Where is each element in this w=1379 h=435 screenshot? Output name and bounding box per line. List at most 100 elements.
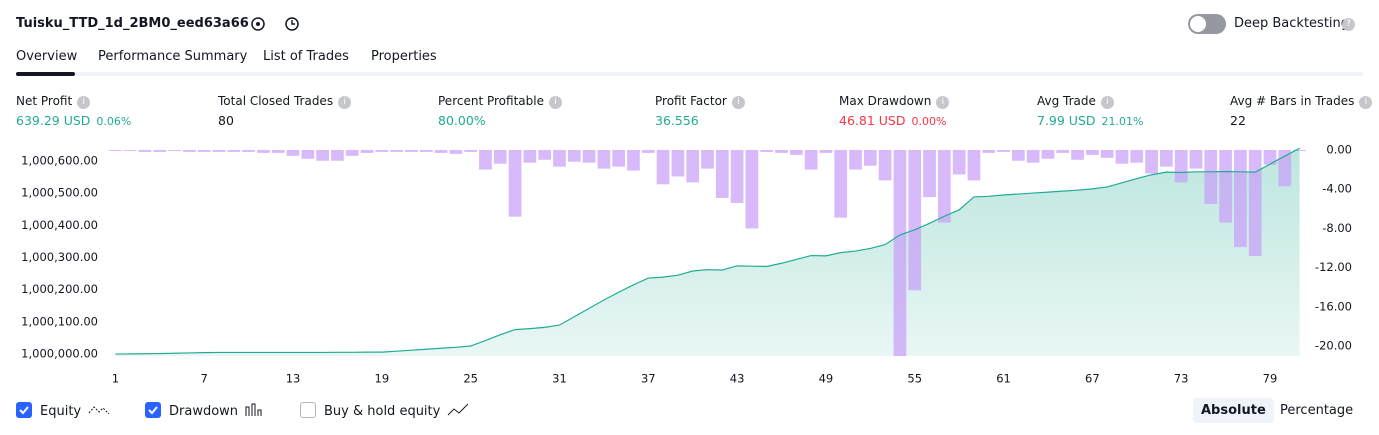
checkbox[interactable] <box>145 402 161 418</box>
drawdown-bar <box>434 149 448 153</box>
x-tick-label: 73 <box>1174 372 1189 386</box>
drawdown-bar <box>715 149 729 199</box>
drawdown-bar <box>183 149 196 152</box>
strategy-title: Tuisku_TTD_1d_2BM0_eed63a66 <box>16 16 249 31</box>
drawdown-bar <box>227 149 241 152</box>
metric-value-main: 80 <box>218 113 234 128</box>
drawdown-bar <box>789 149 803 155</box>
info-icon[interactable]: i <box>936 96 950 109</box>
drawdown-bar <box>1219 149 1232 223</box>
drawdown-bar <box>834 149 848 218</box>
drawdown-bar <box>449 149 463 154</box>
drawdown-bar <box>419 149 433 152</box>
metric-label: Avg # Bars in Trades i <box>1230 94 1373 109</box>
x-tick-label: 1 <box>112 372 119 386</box>
drawdown-bar <box>967 149 981 181</box>
tab-rule <box>16 72 1363 76</box>
y-tick-label: 1,000,600.00 <box>21 153 98 167</box>
legend-item[interactable]: Buy & hold equity <box>300 402 470 421</box>
drawdown-bar <box>390 149 404 152</box>
drawdown-bar <box>109 149 122 151</box>
x-tick-label: 25 <box>463 372 478 386</box>
x-tick-label: 43 <box>730 372 745 386</box>
y-tick-label: 1,000,200.00 <box>21 282 98 296</box>
drawdown-bar <box>1026 149 1040 163</box>
drawdown-bar <box>1204 149 1218 204</box>
drawdown-bar <box>1278 149 1292 187</box>
x-tick-label: 67 <box>1085 372 1100 386</box>
metric-value-main: 36.556 <box>655 113 699 128</box>
x-tick-label: 79 <box>1263 372 1278 386</box>
drawdown-bar <box>464 149 478 152</box>
drawdown-bar <box>997 149 1010 152</box>
drawdown-bar <box>893 149 907 356</box>
info-icon[interactable]: i <box>1359 96 1373 109</box>
drawdown-bar <box>331 149 344 161</box>
info-icon[interactable]: i <box>731 96 745 109</box>
legend-icon <box>87 406 111 421</box>
metric-value: 36.556 <box>655 113 699 128</box>
tab[interactable]: Overview <box>16 49 78 64</box>
header-icons[interactable] <box>248 14 308 34</box>
drawdown-bar <box>582 149 596 163</box>
tab[interactable]: Properties <box>371 49 437 64</box>
drawdown-bar <box>523 149 537 163</box>
y2-tick-label: -4.00 <box>1322 182 1352 196</box>
legend-label: Equity <box>40 404 82 419</box>
metric-label: Max Drawdown i <box>839 94 950 109</box>
metric-label: Percent Profitable i <box>438 94 562 109</box>
drawdown-bar <box>1145 149 1158 174</box>
metric-label: Avg Trade i <box>1037 94 1114 109</box>
info-icon[interactable]: ? <box>1342 18 1355 31</box>
drawdown-bar <box>671 149 685 177</box>
equity-line <box>115 147 1300 355</box>
metric-value-pct: 0.06% <box>96 115 132 128</box>
drawdown-bar <box>1130 149 1144 163</box>
y-tick-label: 1,000,000.00 <box>21 347 98 361</box>
metric-value-main: 80.00% <box>438 113 486 128</box>
drawdown-bar <box>819 149 833 153</box>
toggle-button[interactable]: Absolute <box>1193 398 1274 423</box>
drawdown-bar <box>123 149 137 151</box>
metric-value-pct: 0.00% <box>911 115 947 128</box>
drawdown-bar <box>508 149 522 217</box>
info-icon[interactable]: i <box>338 96 352 109</box>
legend-label: Drawdown <box>169 404 239 419</box>
checkbox[interactable] <box>300 402 316 418</box>
toggle[interactable] <box>1188 14 1226 34</box>
drawdown-bar <box>908 149 922 291</box>
drawdown-bar <box>257 149 270 153</box>
drawdown-bar <box>553 149 566 167</box>
drawdown-bar <box>1011 149 1025 161</box>
drawdown-bar <box>1085 149 1099 155</box>
drawdown-bar <box>627 149 640 171</box>
tab-underline <box>16 72 75 76</box>
drawdown-bar <box>567 149 581 162</box>
drawdown-bar <box>1263 149 1277 165</box>
equity-area <box>115 148 1300 356</box>
drawdown-bar <box>405 149 418 152</box>
toggle-button[interactable]: Percentage <box>1280 403 1354 418</box>
drawdown-bar <box>1234 149 1247 248</box>
info-icon[interactable]: i <box>77 96 91 109</box>
drawdown-bar <box>952 149 966 175</box>
drawdown-bar <box>701 149 714 169</box>
drawdown-bar <box>1293 149 1306 151</box>
drawdown-bar <box>863 149 877 166</box>
legend-item[interactable]: Equity <box>16 402 111 421</box>
drawdown-bar <box>686 149 700 183</box>
metric-value: 639.29 USD 0.06% <box>16 113 131 128</box>
drawdown-bar <box>597 149 611 169</box>
legend-item[interactable]: Drawdown <box>145 402 264 421</box>
drawdown-bar <box>271 149 285 153</box>
tab[interactable]: Performance Summary <box>98 49 248 64</box>
drawdown-bar <box>849 149 862 170</box>
checkbox[interactable] <box>16 402 32 418</box>
legend-icon <box>446 403 470 421</box>
info-icon[interactable]: i <box>548 96 562 109</box>
drawdown-bar <box>375 149 389 152</box>
info-icon[interactable]: i <box>1100 96 1114 109</box>
metric-value: 7.99 USD 21.01% <box>1037 113 1143 128</box>
tab[interactable]: List of Trades <box>263 49 349 64</box>
x-tick-label: 49 <box>819 372 834 386</box>
